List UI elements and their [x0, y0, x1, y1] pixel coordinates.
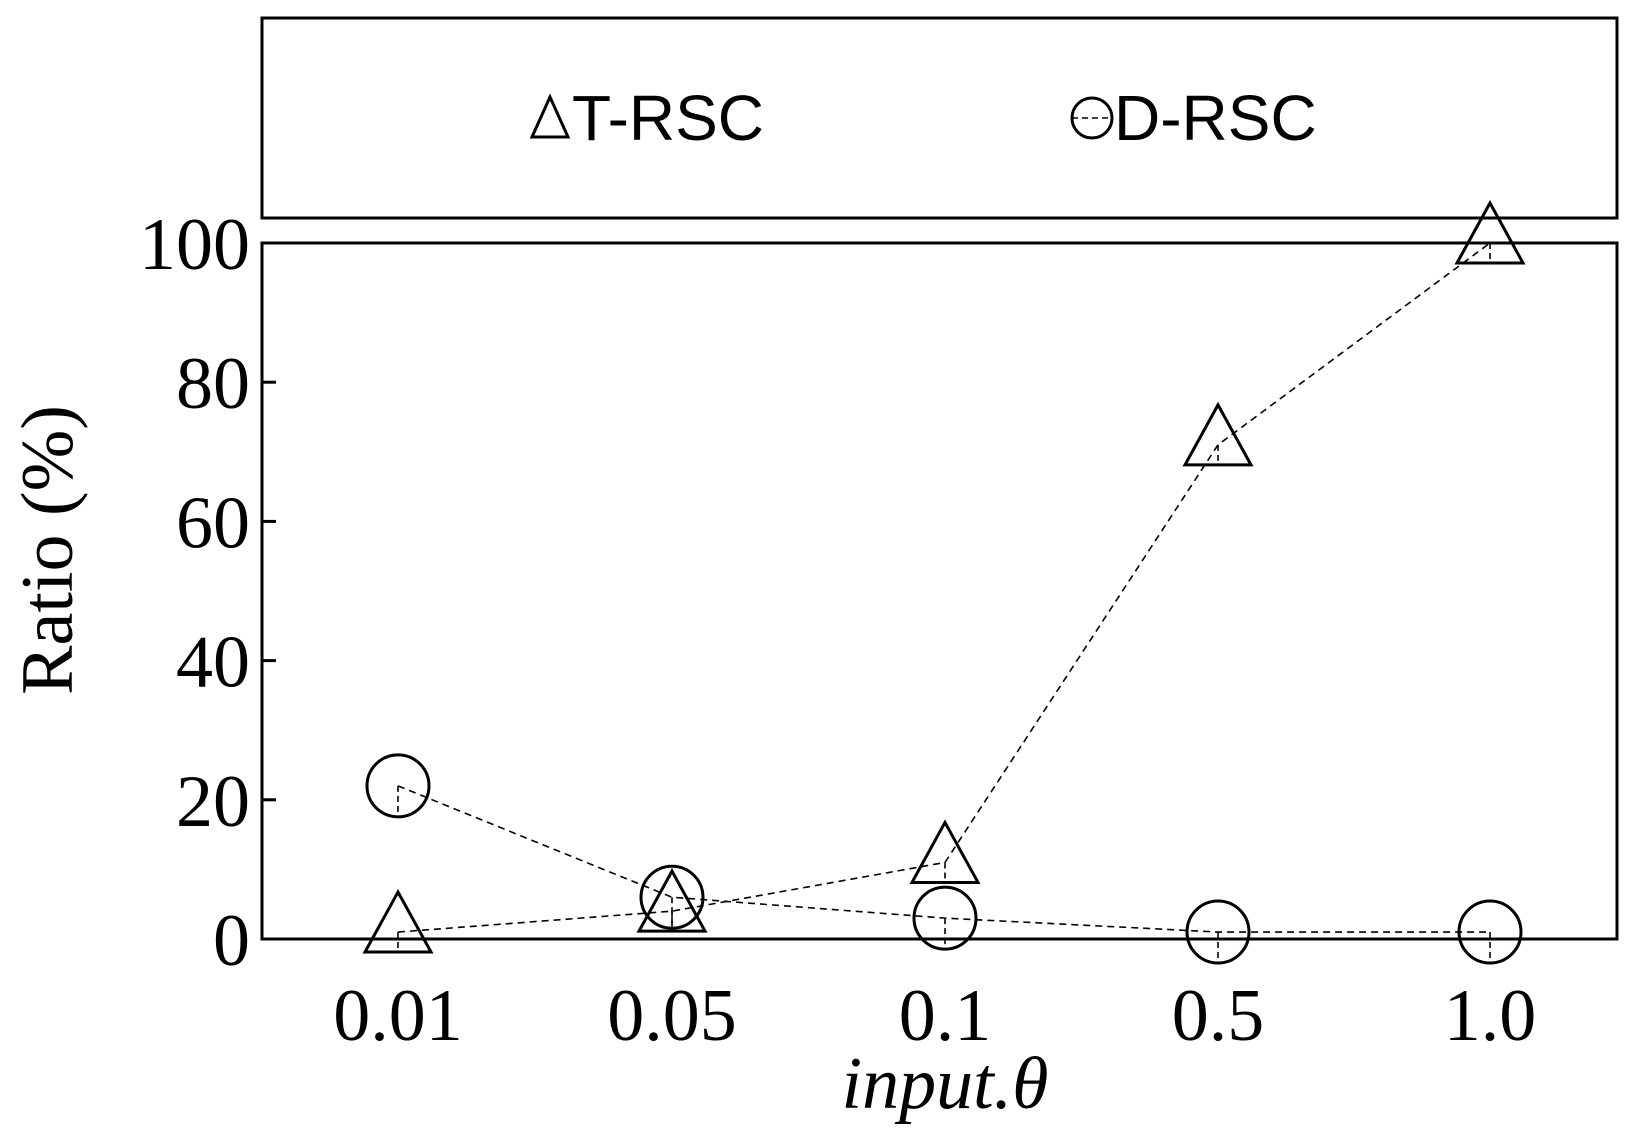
x-tick-label: 0.05	[607, 975, 737, 1057]
data-point-triangle	[1182, 401, 1254, 467]
legend-item-d-rsc: D-RSC	[1070, 82, 1317, 154]
x-tick-label: 0.01	[333, 975, 463, 1057]
x-tick-label: 1.0	[1444, 975, 1537, 1057]
y-tick-label: 20	[176, 761, 250, 843]
series-line-t-rsc	[397, 242, 1491, 933]
x-tick-label: 0.1	[899, 975, 992, 1057]
series-layer	[362, 199, 1526, 965]
y-axis: 0 20 40 60 80 100	[139, 204, 276, 982]
y-tick-label: 80	[176, 343, 250, 425]
y-tick-label: 60	[176, 482, 250, 564]
x-tick-label: 0.5	[1172, 975, 1265, 1057]
series-line-d-rsc	[397, 785, 1490, 933]
data-point-triangle	[1454, 199, 1526, 265]
legend: T-RSC D-RSC	[529, 82, 1317, 154]
y-tick-label: 40	[176, 622, 250, 704]
legend-label-d-rsc: D-RSC	[1114, 82, 1317, 154]
legend-box	[260, 16, 1619, 220]
x-axis-title: input.θ	[842, 1043, 1049, 1125]
legend-triangle-icon	[529, 93, 571, 139]
y-tick-label: 100	[139, 204, 250, 286]
y-tick-label: 0	[213, 900, 250, 982]
data-point-triangle	[909, 819, 981, 884]
plot-frame	[260, 241, 1619, 941]
data-point-triangle	[636, 868, 708, 933]
legend-label-t-rsc: T-RSC	[572, 82, 764, 154]
legend-item-t-rsc: T-RSC	[529, 82, 764, 154]
data-point-triangle	[362, 888, 434, 954]
x-axis: 0.01 0.05 0.1 0.5 1.0	[333, 975, 1536, 1057]
y-axis-title: Ratio (%)	[7, 405, 89, 695]
